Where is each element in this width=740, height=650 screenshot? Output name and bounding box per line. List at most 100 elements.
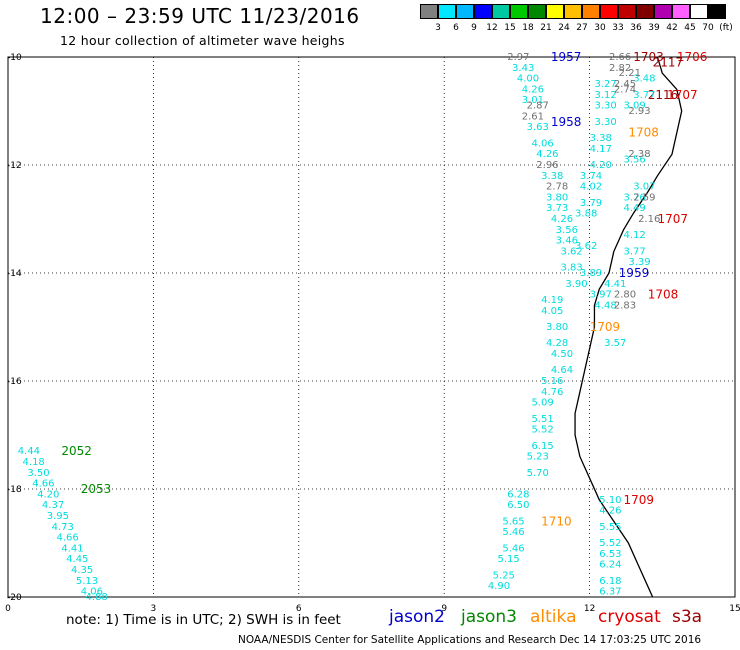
pass-time-label: 2116 [648,88,679,102]
swh-value-label: 4.35 [71,565,93,576]
swh-value-label: 4.41 [61,543,83,554]
legend-label: 30 [594,23,606,33]
swh-value-label: 3.56 [624,155,646,166]
swh-value-label: 4.06 [81,587,103,598]
legend-swatch [600,4,618,19]
legend-label: 70 [702,23,714,33]
swh-value-label: 3.88 [575,209,597,220]
swh-value-label: 2.61 [522,111,544,122]
swh-value-label: 3.74 [580,171,602,182]
legend-swatch [546,4,564,19]
legend-swatch [456,4,474,19]
swh-value-label: 5.52 [599,538,621,549]
swh-value-label: 5.25 [493,570,515,581]
legend-swatch [474,4,492,19]
y-tick-label: -10 [7,53,22,63]
swh-value-label: 3.30 [594,117,616,128]
swh-value-label: 3.27 [594,79,616,90]
swh-value-label: 3.50 [27,468,49,479]
swh-value-label: 3.83 [561,263,583,274]
swh-value-label: 5.15 [498,554,520,565]
swh-value-label: 4.45 [66,554,88,565]
footnote: note: 1) Time is in UTC; 2) SWH is in fe… [66,612,341,628]
pass-time-label: 1707 [667,88,698,102]
legend-swatch [420,4,438,19]
swh-value-label: 6.15 [531,441,553,452]
swh-value-label: 4.26 [551,214,573,225]
legend-label: 12 [486,23,498,33]
legend-label: 21 [540,23,552,33]
swh-value-label: 3.76 [624,192,646,203]
pass-time-label: 2052 [61,444,92,458]
swh-value-label: 2.80 [614,290,636,301]
legend-swatch [654,4,672,19]
y-tick-label: -18 [7,485,22,495]
swh-value-label: 4.26 [536,149,558,160]
legend-label: (ft) [719,23,733,33]
swh-value-label: 3.77 [624,246,646,257]
pass-time-label: 1708 [628,126,659,140]
x-tick-label: 12 [584,604,595,614]
pass-time-label: 1707 [657,212,688,226]
swh-value-label: 6.53 [599,549,621,560]
swh-value-label: 2.87 [527,101,549,112]
swh-value-label: 6.37 [599,587,621,598]
legend-swatch [528,4,546,19]
legend-label: 3 [435,23,441,33]
swh-value-label: 4.26 [599,506,621,517]
legend-label: 27 [576,23,588,33]
satellite-name-jason2: jason2 [389,607,445,627]
swh-value-label: 5.10 [599,495,621,506]
swh-value-label: 4.64 [551,365,573,376]
swh-value-label: 3.79 [580,198,602,209]
swh-value-label: 5.65 [502,516,524,527]
swh-value-label: 4.76 [541,387,563,398]
legend-label: 36 [630,23,642,33]
swh-value-label: 3.46 [556,236,578,247]
swh-value-label: 3.30 [594,101,616,112]
swh-value-label: 3.38 [590,133,612,144]
pass-time-label: 1710 [541,514,572,528]
satellite-name-s3a: s3a [672,607,703,627]
swh-value-label: 2.45 [614,79,636,90]
swh-value-label: 3.56 [556,225,578,236]
legend-label: 9 [471,23,477,33]
swh-value-label: 3.38 [541,171,563,182]
chart-subtitle: 12 hour collection of altimeter wave hei… [60,33,345,48]
swh-value-label: 4.50 [551,349,573,360]
swh-value-label: 5.70 [527,468,549,479]
pass-time-label: 2053 [81,482,112,496]
x-tick-label: 3 [151,604,157,614]
x-tick-label: 6 [296,604,302,614]
swh-value-label: 3.57 [604,338,626,349]
pass-time-label: 1708 [648,288,679,302]
swh-value-label: 3.48 [633,74,655,85]
swh-value-label: 3.80 [546,322,568,333]
swh-value-label: 2.82 [609,63,631,74]
pass-time-label: 1709 [590,320,621,334]
swh-value-label: 3.12 [594,90,616,101]
swh-value-label: 3.90 [565,279,587,290]
swh-value-label: 5.16 [541,376,563,387]
swh-value-label: 4.88 [86,592,108,603]
swh-value-label: 6.50 [507,500,529,511]
coastline [574,56,683,598]
swh-value-label: 3.39 [628,257,650,268]
swh-value-label: 5.09 [531,398,553,409]
legend-label: 6 [453,23,459,33]
swh-value-label: 3.95 [47,511,69,522]
swh-value-label: 4.12 [624,230,646,241]
swh-value-label: 6.18 [599,576,621,587]
swh-value-label: 4.66 [32,479,54,490]
y-tick-label: -14 [7,269,22,279]
swh-value-label: 2.38 [628,149,650,160]
swh-value-label: 4.41 [604,279,626,290]
swh-value-label: 4.02 [580,182,602,193]
legend-swatch [708,4,726,19]
swh-value-label: 6.24 [599,560,621,571]
pass-time-label: 1706 [677,50,708,64]
swh-value-label: 3.97 [590,290,612,301]
pass-time-label: 1709 [624,493,655,507]
swh-value-label: 3.73 [546,203,568,214]
